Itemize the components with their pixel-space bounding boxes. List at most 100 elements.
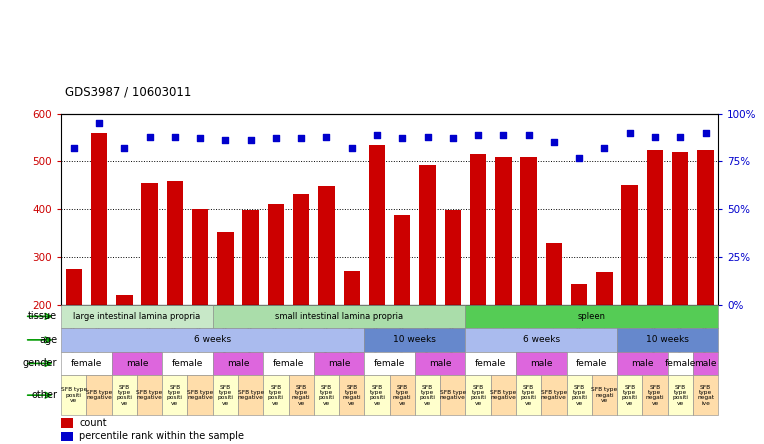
Text: male: male — [429, 359, 452, 368]
Bar — [61, 328, 364, 352]
Text: SFB
type
negati
ve: SFB type negati ve — [342, 385, 361, 406]
Bar — [490, 375, 516, 415]
Point — [345, 144, 358, 151]
Text: female: female — [71, 359, 102, 368]
Point — [320, 133, 332, 140]
Bar — [61, 375, 86, 415]
Text: SFB
type
positi
ve: SFB type positi ve — [369, 385, 385, 406]
Text: 10 weeks: 10 weeks — [646, 335, 689, 345]
Bar — [516, 352, 567, 375]
Text: SFB type
negati
ve: SFB type negati ve — [591, 387, 617, 403]
Text: SFB
type
positi
ve: SFB type positi ve — [116, 385, 132, 406]
Text: SFB
type
positi
ve: SFB type positi ve — [520, 385, 536, 406]
Text: gender: gender — [23, 358, 57, 369]
Text: 10 weeks: 10 weeks — [393, 335, 436, 345]
Text: spleen: spleen — [578, 312, 606, 321]
Bar — [137, 375, 162, 415]
Bar — [61, 305, 212, 328]
Bar — [465, 328, 617, 352]
Text: small intestinal lamina propria: small intestinal lamina propria — [275, 312, 403, 321]
Bar — [141, 183, 158, 305]
Text: male: male — [694, 359, 717, 368]
Text: large intestinal lamina propria: large intestinal lamina propria — [73, 312, 201, 321]
Text: SFB
type
positi
ve: SFB type positi ve — [571, 385, 588, 406]
Bar — [364, 375, 390, 415]
Text: percentile rank within the sample: percentile rank within the sample — [79, 432, 244, 441]
Text: 6 weeks: 6 weeks — [523, 335, 560, 345]
Bar — [344, 271, 360, 305]
Point — [598, 144, 610, 151]
Bar — [212, 305, 465, 328]
Point — [649, 133, 661, 140]
Point — [623, 129, 636, 136]
Bar — [314, 375, 339, 415]
Bar — [339, 375, 364, 415]
Text: SFB type
negative: SFB type negative — [137, 390, 163, 400]
Text: 6 weeks: 6 weeks — [194, 335, 231, 345]
Bar — [91, 133, 107, 305]
Text: SFB type
negative: SFB type negative — [86, 390, 112, 400]
Point — [270, 135, 282, 142]
Point — [371, 131, 383, 138]
Bar — [112, 375, 137, 415]
Bar — [217, 232, 234, 305]
Point — [144, 133, 156, 140]
Text: female: female — [172, 359, 203, 368]
Text: SFB type
negative: SFB type negative — [541, 390, 567, 400]
Bar — [621, 185, 638, 305]
Point — [472, 131, 484, 138]
Bar — [698, 151, 714, 305]
Bar — [520, 157, 537, 305]
Bar — [415, 352, 465, 375]
Bar — [617, 352, 668, 375]
Bar — [672, 152, 688, 305]
Bar — [668, 375, 693, 415]
Text: SFB type
negative: SFB type negative — [440, 390, 466, 400]
Point — [118, 144, 131, 151]
Bar — [390, 375, 415, 415]
Bar — [61, 352, 112, 375]
Text: SFB
type
positi
ve: SFB type positi ve — [167, 385, 183, 406]
Bar — [167, 182, 183, 305]
Text: male: male — [530, 359, 552, 368]
Bar — [545, 243, 562, 305]
Text: SFB type
negative: SFB type negative — [490, 390, 516, 400]
Text: SFB
type
negati
ve: SFB type negati ve — [393, 385, 412, 406]
Bar — [668, 352, 693, 375]
Text: female: female — [576, 359, 607, 368]
Point — [523, 131, 535, 138]
Bar — [86, 375, 112, 415]
Text: count: count — [79, 418, 107, 428]
Bar — [212, 375, 238, 415]
Bar — [364, 328, 465, 352]
Bar — [192, 209, 209, 305]
Point — [93, 120, 105, 127]
Text: SFB
type
positi
ve: SFB type positi ve — [672, 385, 688, 406]
Bar — [617, 375, 643, 415]
Bar — [516, 375, 541, 415]
Point — [244, 137, 257, 144]
Bar — [647, 151, 663, 305]
Bar — [238, 375, 264, 415]
Text: male: male — [328, 359, 351, 368]
Bar — [314, 352, 364, 375]
Bar — [571, 284, 588, 305]
Point — [548, 139, 560, 146]
Bar — [66, 269, 82, 305]
Point — [397, 135, 409, 142]
Bar — [470, 154, 487, 305]
Text: male: male — [631, 359, 653, 368]
Bar — [212, 352, 264, 375]
Bar — [617, 328, 718, 352]
Bar — [289, 375, 314, 415]
Bar — [112, 352, 162, 375]
Bar — [242, 210, 259, 305]
Text: female: female — [273, 359, 304, 368]
Bar — [264, 352, 314, 375]
Text: SFB
type
positi
ve: SFB type positi ve — [419, 385, 435, 406]
Bar — [440, 375, 465, 415]
Bar — [319, 186, 335, 305]
Bar — [465, 375, 490, 415]
Bar — [445, 210, 461, 305]
Point — [295, 135, 307, 142]
